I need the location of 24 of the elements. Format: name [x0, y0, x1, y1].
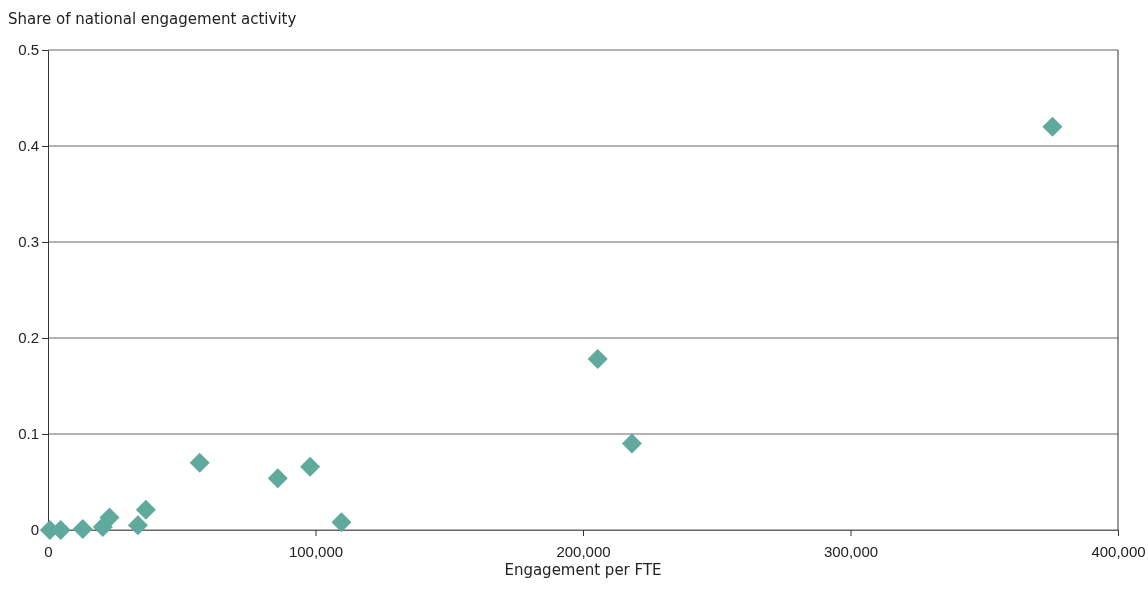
y-tick-label: 0: [30, 521, 39, 539]
point: [621, 433, 642, 454]
point: [72, 519, 93, 540]
x-tick-label: 100,000: [288, 542, 344, 560]
x-axis-title: Engagement per FTE: [504, 561, 662, 579]
y-tick-label: 0.1: [18, 425, 39, 443]
point: [1042, 116, 1063, 137]
point: [267, 468, 288, 489]
point: [189, 452, 210, 473]
y-axis-title: Share of national engagement activity: [8, 10, 297, 28]
y-tick-label: 0.2: [18, 329, 39, 347]
x-tick-label: 400,000: [1091, 542, 1146, 560]
point: [300, 456, 321, 477]
x-tick-label: 300,000: [823, 542, 879, 560]
y-tick-label: 0.5: [18, 41, 39, 59]
x-tick-label: 0: [44, 542, 53, 560]
y-tick-label: 0.3: [18, 233, 39, 251]
point: [99, 507, 120, 528]
point: [127, 515, 148, 536]
point: [587, 349, 608, 370]
point: [135, 499, 156, 520]
y-tick-label: 0.4: [18, 137, 39, 155]
point: [331, 512, 352, 533]
x-tick-label: 200,000: [556, 542, 611, 560]
